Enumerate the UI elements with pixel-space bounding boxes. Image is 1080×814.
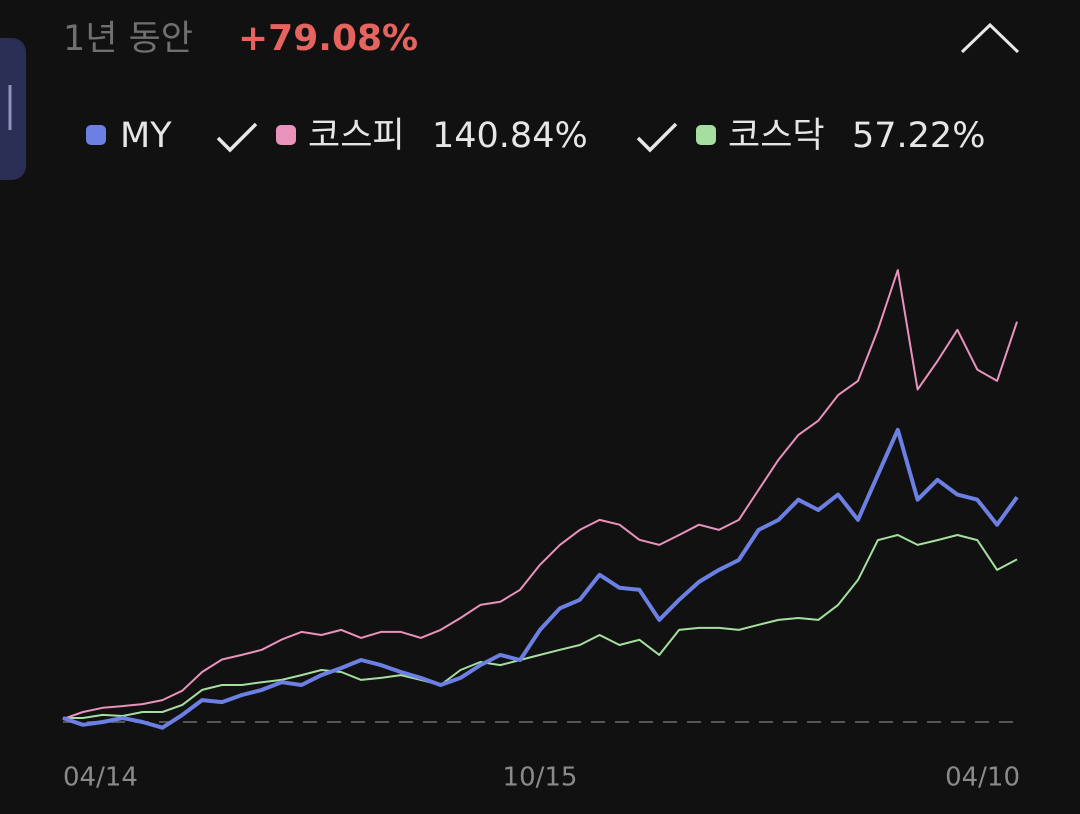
period-label: 1년 동안 [63, 19, 193, 59]
x-tick-label: 04/14 [63, 763, 138, 793]
legend-label: 코스닥 [728, 116, 825, 156]
legend-swatch [86, 125, 106, 145]
x-tick-label: 10/15 [503, 763, 578, 793]
legend-label: 코스피 [308, 116, 405, 156]
check-icon[interactable] [636, 122, 678, 153]
legend-label: MY [120, 116, 172, 156]
series-line [63, 534, 1018, 719]
return-label: +79.08% [238, 18, 418, 59]
legend-swatch [276, 125, 296, 145]
series-line [62, 427, 1019, 730]
side-tab[interactable] [0, 38, 26, 180]
series-line [62, 269, 1018, 721]
x-tick-label: 04/10 [945, 763, 1020, 793]
check-icon[interactable] [216, 122, 258, 153]
legend-swatch [696, 125, 716, 145]
legend-value: 57.22% [852, 116, 985, 156]
legend-value: 140.84% [432, 116, 588, 156]
collapse-icon[interactable] [960, 22, 1020, 54]
